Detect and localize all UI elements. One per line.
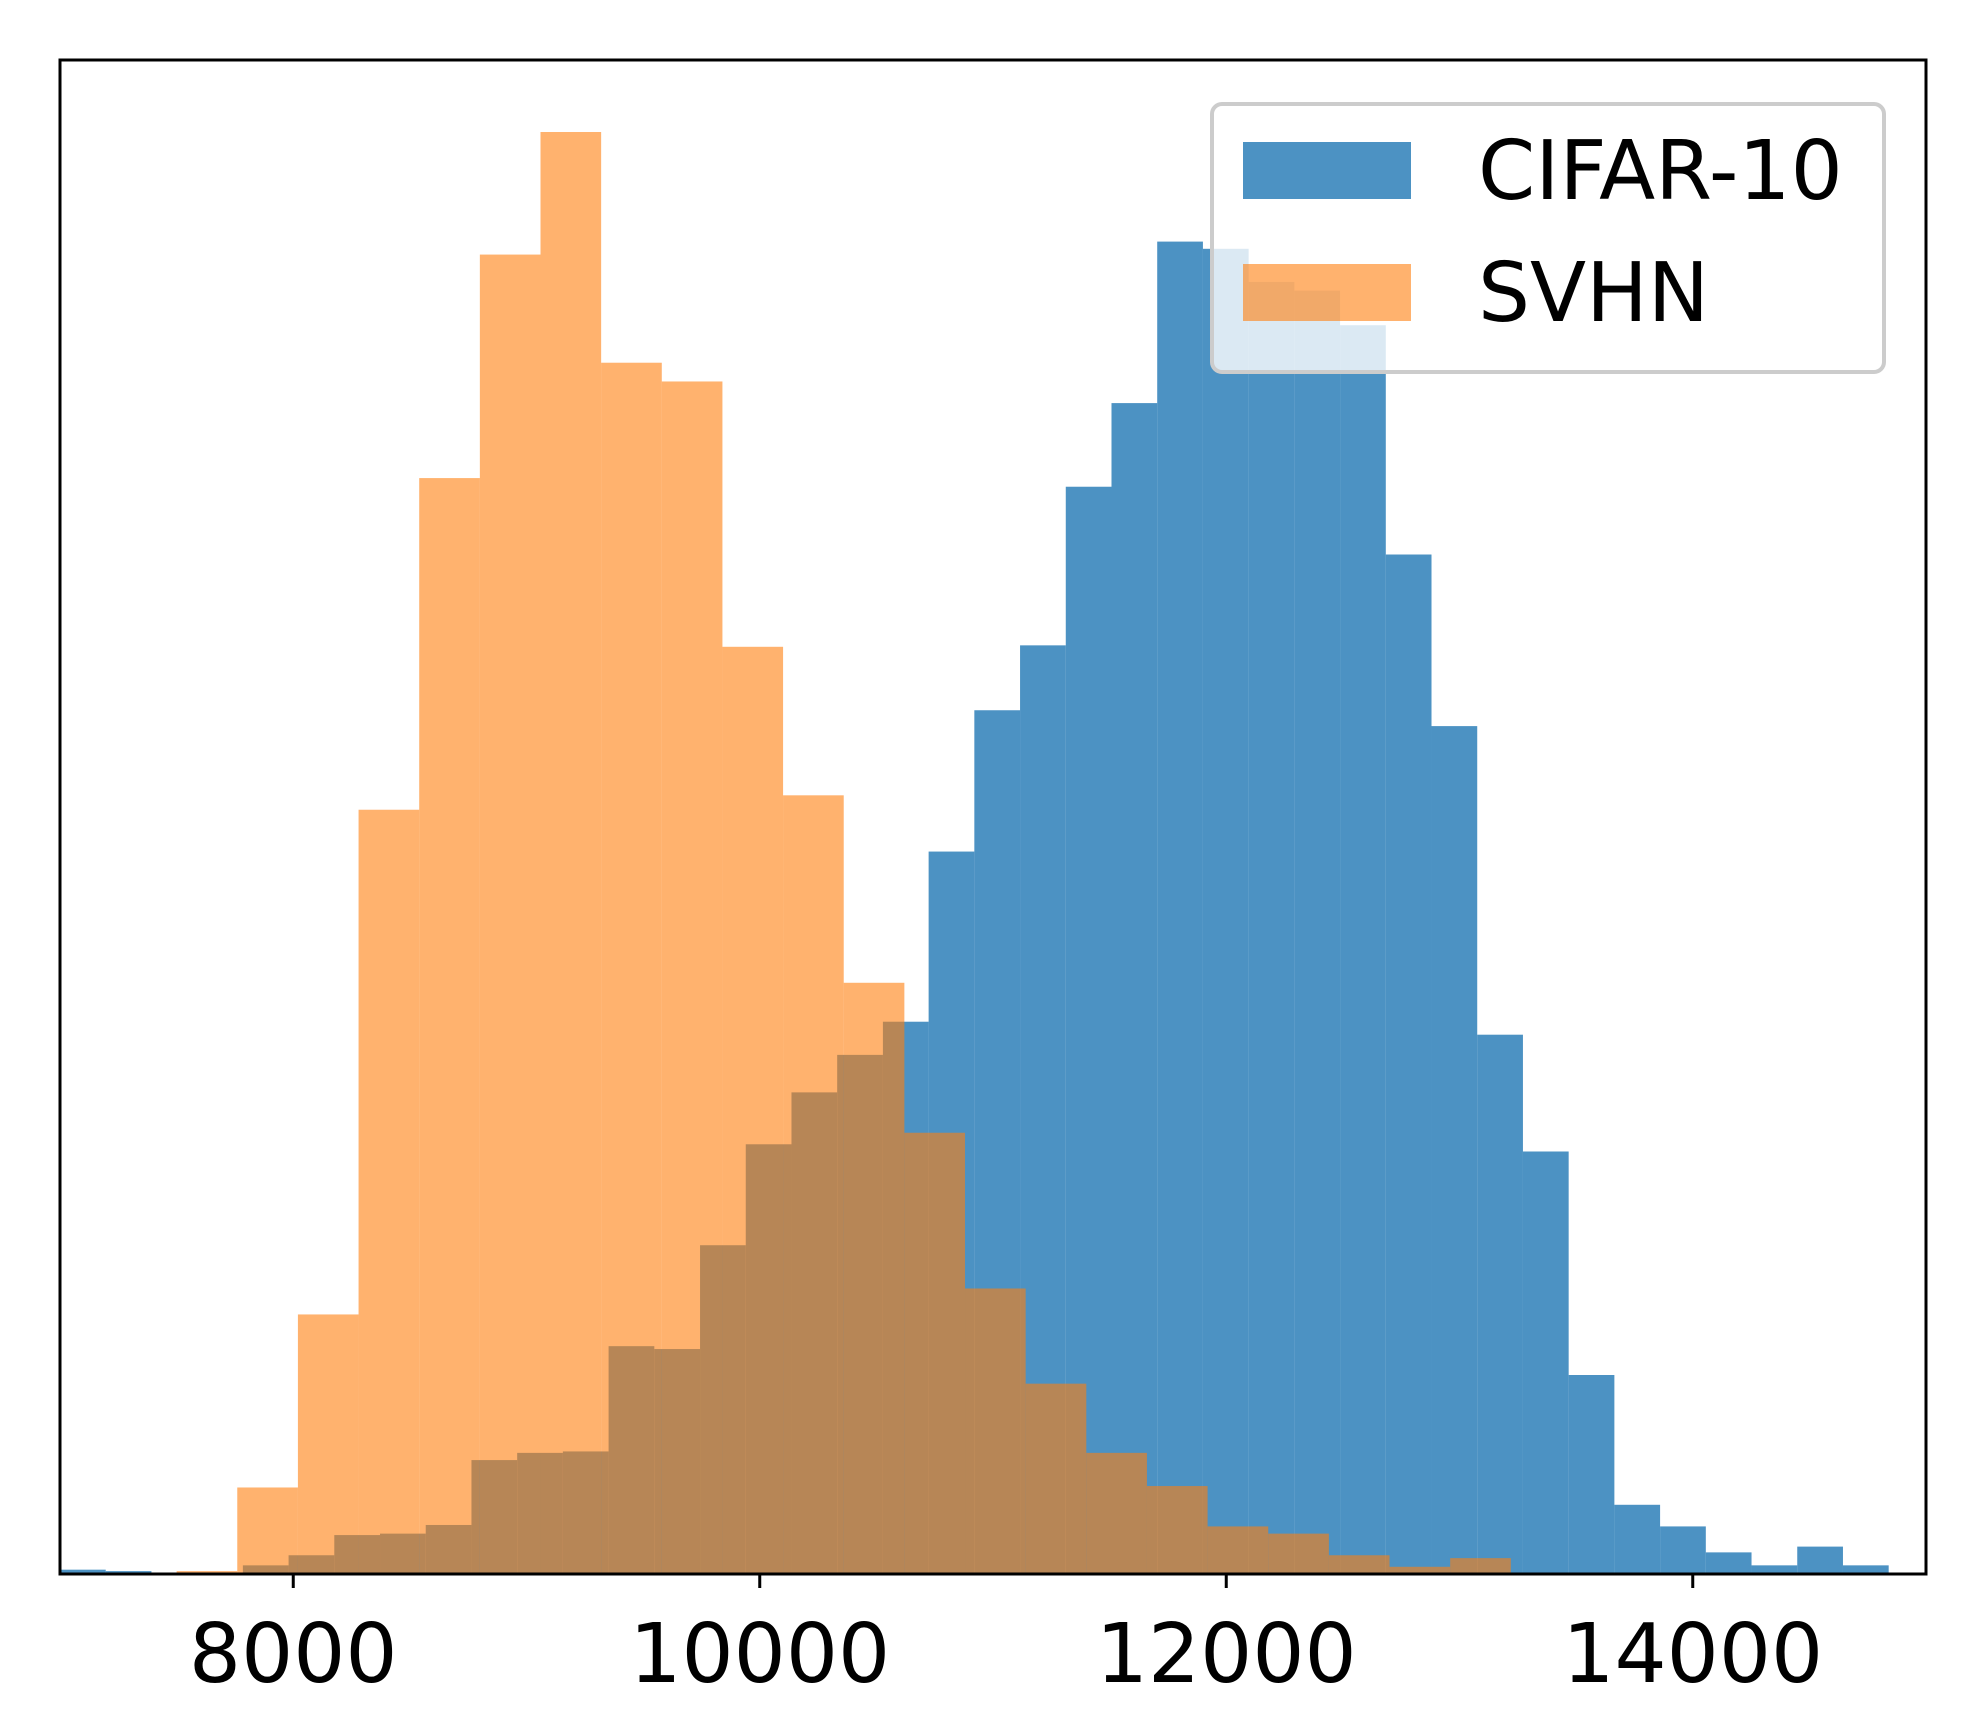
legend-label-svhn: SVHN <box>1478 246 1709 341</box>
bar-svhn-6 <box>540 132 602 1574</box>
bar-cifar-10-39 <box>1842 1565 1889 1574</box>
bar-cifar-10-29 <box>1385 554 1432 1574</box>
bar-cifar-10-24 <box>1157 241 1203 1574</box>
bar-svhn-10 <box>783 795 844 1574</box>
bar-svhn-1 <box>237 1487 298 1574</box>
bar-cifar-10-37 <box>1751 1565 1798 1574</box>
bar-svhn-14 <box>1025 1383 1087 1574</box>
bar-svhn-19 <box>1328 1555 1390 1574</box>
bar-cifar-10-33 <box>1568 1375 1615 1574</box>
bar-svhn-5 <box>479 254 541 1574</box>
plot-frame <box>58 58 1928 1576</box>
bar-cifar-10-27 <box>1294 290 1341 1574</box>
svhn-bars <box>176 132 1511 1575</box>
bar-svhn-8 <box>661 381 723 1574</box>
bar-cifar-10-26 <box>1248 281 1295 1574</box>
bar-cifar-10-23 <box>1111 403 1158 1575</box>
bar-svhn-9 <box>722 646 784 1574</box>
bar-cifar-10-38 <box>1797 1546 1843 1574</box>
bar-cifar-10-28 <box>1340 325 1386 1574</box>
bar-svhn-13 <box>965 1288 1026 1574</box>
bar-svhn-16 <box>1146 1486 1208 1574</box>
bar-svhn-20 <box>1389 1566 1451 1574</box>
bar-svhn-12 <box>904 1132 966 1574</box>
bar-cifar-10-35 <box>1660 1526 1706 1574</box>
bar-svhn-2 <box>297 1314 359 1574</box>
legend-swatch-svhn <box>1243 264 1411 321</box>
x-axis-ticks: 8000 10000 12000 14000 <box>189 1574 1823 1702</box>
legend-swatch-cifar-10 <box>1243 142 1411 199</box>
bar-svhn-11 <box>843 982 905 1574</box>
bar-svhn-7 <box>601 362 662 1575</box>
bar-cifar-10-36 <box>1705 1552 1752 1574</box>
bar-svhn-4 <box>419 478 480 1575</box>
bar-cifar-10-0 <box>60 1569 106 1574</box>
x-tick-label-2: 12000 <box>1096 1607 1357 1702</box>
bar-cifar-10-30 <box>1431 726 1478 1574</box>
bar-cifar-10-25 <box>1202 248 1249 1574</box>
bar-svhn-15 <box>1086 1452 1147 1574</box>
bar-svhn-3 <box>358 809 420 1574</box>
bar-cifar-10-34 <box>1614 1504 1661 1574</box>
bar-svhn-21 <box>1450 1558 1511 1574</box>
bar-cifar-10-31 <box>1477 1034 1523 1574</box>
bar-cifar-10-32 <box>1522 1151 1569 1574</box>
x-tick-label-3: 14000 <box>1562 1607 1823 1702</box>
legend-label-cifar-10: CIFAR-10 <box>1478 124 1843 219</box>
x-tick-label-0: 8000 <box>189 1607 398 1702</box>
x-tick-label-1: 10000 <box>629 1607 890 1702</box>
legend: CIFAR-10 SVHN <box>1210 102 1886 374</box>
bar-svhn-17 <box>1207 1526 1269 1574</box>
bar-svhn-18 <box>1268 1533 1329 1574</box>
